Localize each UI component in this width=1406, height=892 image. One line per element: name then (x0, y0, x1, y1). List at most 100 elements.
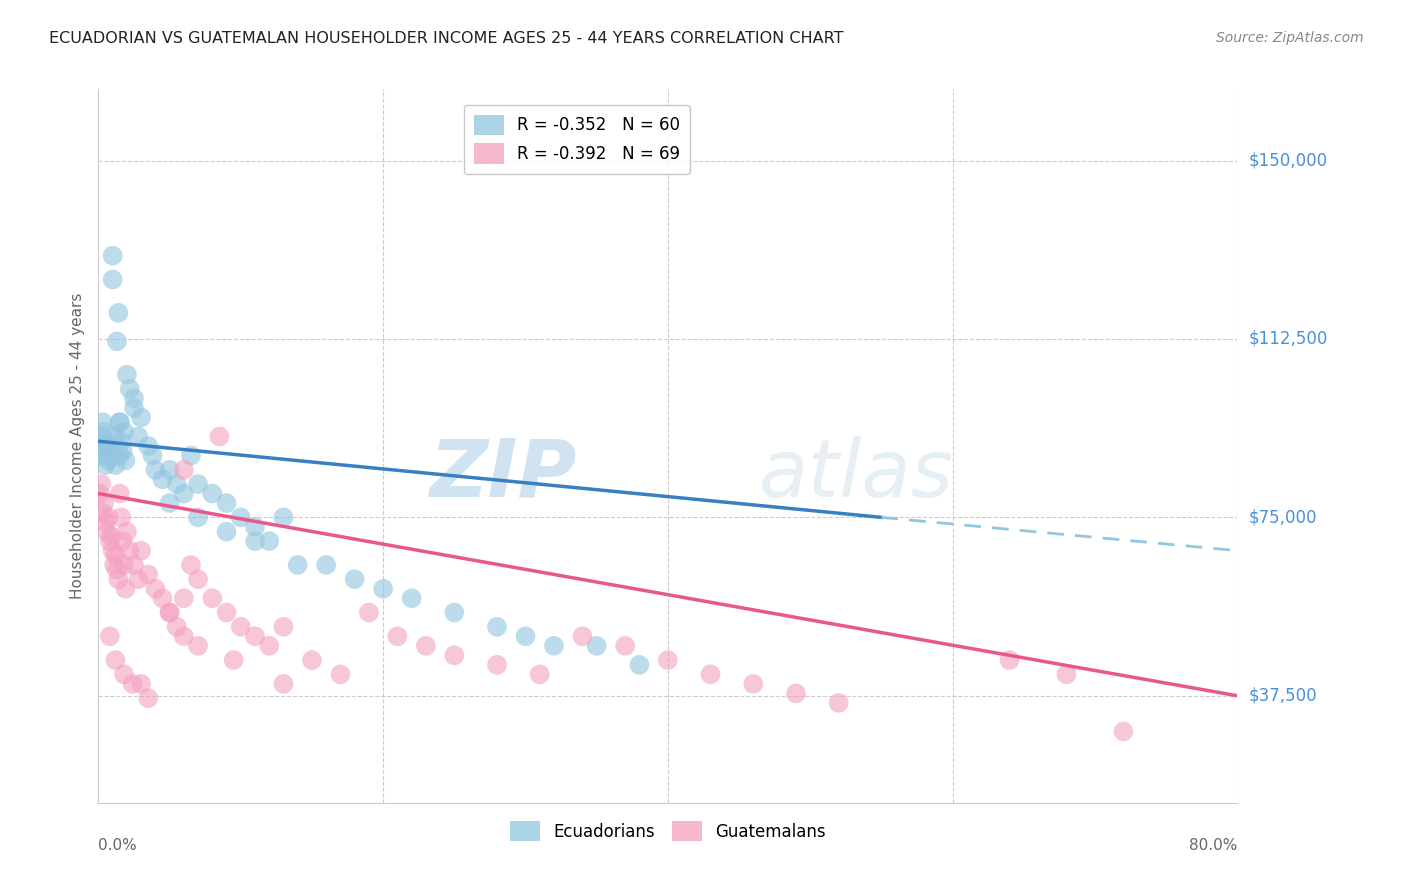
Point (215, 606, 238, 620)
Point (273, 620, 295, 634)
Point (136, 691, 159, 706)
Point (742, 677, 765, 691)
Point (201, 486, 224, 500)
Point (110, 434, 132, 449)
Text: $112,500: $112,500 (1249, 330, 1327, 348)
Point (129, 677, 152, 691)
Point (215, 524, 238, 539)
Point (112, 425, 135, 439)
Point (401, 591, 423, 606)
Point (115, 368, 138, 382)
Point (107, 306, 129, 320)
Point (93, 425, 115, 439)
Point (101, 249, 124, 263)
Point (115, 524, 138, 539)
Point (387, 629, 409, 643)
Point (111, 443, 134, 458)
Point (145, 582, 167, 596)
Point (145, 463, 167, 477)
Point (201, 591, 224, 606)
Point (101, 543, 124, 558)
Point (187, 572, 209, 586)
Point (100, 529, 122, 543)
Point (229, 620, 252, 634)
Point (97, 510, 120, 524)
Point (699, 667, 721, 681)
Point (129, 410, 152, 425)
Point (180, 449, 202, 463)
Point (173, 591, 195, 606)
Point (90, 477, 112, 491)
Point (122, 558, 145, 572)
Point (486, 657, 509, 672)
Point (243, 534, 266, 549)
Point (998, 653, 1021, 667)
Point (111, 534, 134, 549)
Point (187, 477, 209, 491)
Point (94, 515, 117, 529)
Point (141, 449, 163, 463)
Point (357, 606, 380, 620)
Point (159, 463, 181, 477)
Point (222, 653, 245, 667)
Point (105, 563, 128, 577)
Point (127, 572, 149, 586)
Point (443, 648, 465, 663)
Point (628, 657, 651, 672)
Point (343, 572, 366, 586)
Point (96, 443, 118, 458)
Point (105, 334, 128, 349)
Point (136, 439, 159, 453)
Point (152, 472, 174, 486)
Point (118, 543, 141, 558)
Point (415, 639, 437, 653)
Point (243, 520, 266, 534)
Point (93, 496, 115, 510)
Point (166, 477, 188, 491)
Text: $75,000: $75,000 (1249, 508, 1317, 526)
Point (96, 524, 118, 539)
Text: ZIP: ZIP (429, 435, 576, 514)
Point (108, 486, 131, 500)
Point (173, 486, 195, 500)
Point (301, 653, 323, 667)
Point (104, 653, 127, 667)
Point (486, 620, 509, 634)
Text: $37,500: $37,500 (1249, 687, 1317, 705)
Point (100, 449, 122, 463)
Point (108, 415, 131, 429)
Point (114, 453, 136, 467)
Point (287, 558, 309, 572)
Point (107, 572, 129, 586)
Point (180, 558, 202, 572)
Point (129, 543, 152, 558)
Point (110, 510, 132, 524)
Point (315, 558, 337, 572)
Point (101, 272, 124, 286)
Point (173, 629, 195, 643)
Point (259, 639, 281, 653)
Point (329, 667, 352, 681)
Point (828, 696, 851, 710)
Point (103, 558, 125, 572)
Point (114, 582, 136, 596)
Point (89, 486, 111, 500)
Point (515, 629, 537, 643)
Point (98, 629, 121, 643)
Text: ECUADORIAN VS GUATEMALAN HOUSEHOLDER INCOME AGES 25 - 44 YEARS CORRELATION CHART: ECUADORIAN VS GUATEMALAN HOUSEHOLDER INC… (49, 31, 844, 46)
Point (571, 629, 593, 643)
Point (1056, 667, 1078, 681)
Point (91, 415, 114, 429)
Point (1112, 724, 1135, 739)
Point (273, 677, 295, 691)
Y-axis label: Householder Income Ages 25 - 44 years: Householder Income Ages 25 - 44 years (69, 293, 84, 599)
Legend: Ecuadorians, Guatemalans: Ecuadorians, Guatemalans (503, 814, 832, 848)
Point (208, 429, 231, 443)
Point (97, 453, 120, 467)
Text: 0.0%: 0.0% (98, 838, 138, 854)
Point (229, 510, 252, 524)
Point (91, 439, 114, 453)
Text: 80.0%: 80.0% (1189, 838, 1237, 854)
Point (159, 606, 181, 620)
Point (585, 639, 607, 653)
